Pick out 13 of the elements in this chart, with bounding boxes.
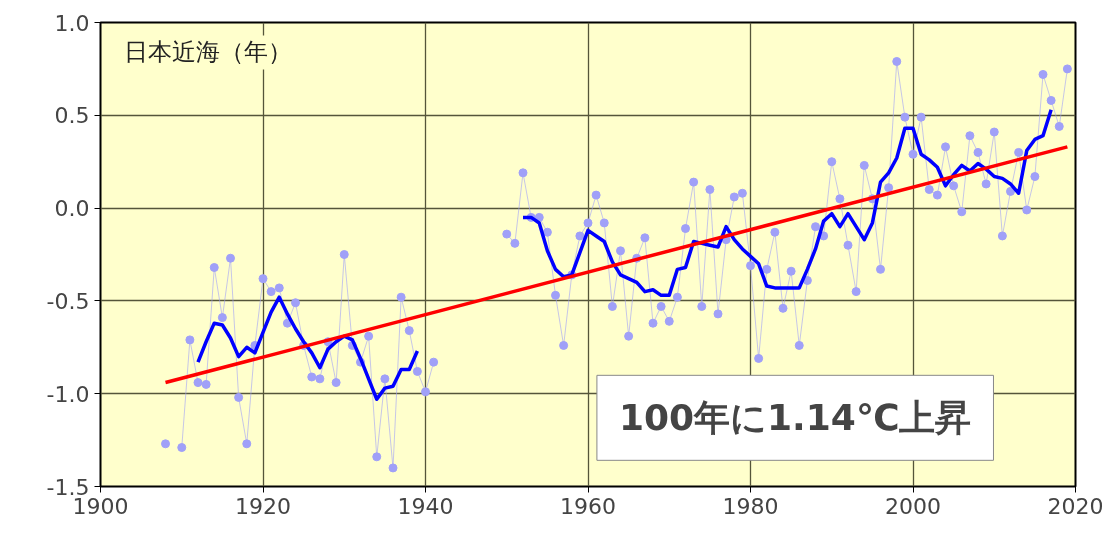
text: 日本近海（年） <box>123 38 292 67</box>
x-tick-label: 2000 <box>885 493 942 519</box>
x-tick-label: 2020 <box>1047 493 1104 519</box>
y-tick-label: -1.0 <box>46 381 90 407</box>
y-tick-label: -0.5 <box>46 288 90 314</box>
y-tick-label: 0.5 <box>54 103 90 129</box>
x-tick-label: 1940 <box>397 493 454 519</box>
annotation: 100年に1.14℃上昇 <box>618 397 972 439</box>
y-tick-label: 1.0 <box>54 10 90 36</box>
x-tick-label: 1960 <box>560 493 617 519</box>
x-tick-label: 1920 <box>235 493 292 519</box>
y-tick-label: 0.0 <box>54 196 90 222</box>
x-tick-label: 1980 <box>722 493 779 519</box>
